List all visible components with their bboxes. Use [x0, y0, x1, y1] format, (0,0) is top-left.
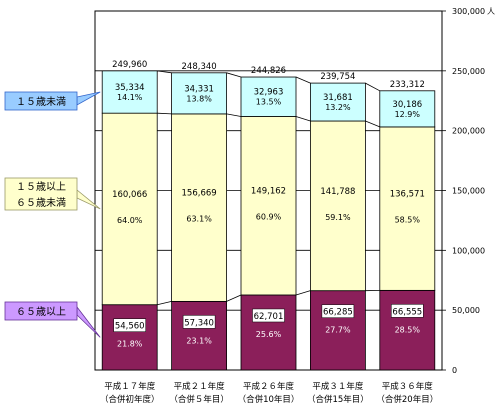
legend-callout-label: １５歳以上 [16, 181, 66, 193]
bar-segment [309, 120, 366, 292]
x-tick-sublabel: （合併５年目） [169, 394, 229, 405]
total-label: 248,340 [182, 62, 217, 72]
total-label: 244,826 [251, 66, 286, 76]
connector-line [226, 113, 242, 117]
y-tick-label: 300,000 [452, 7, 485, 16]
value-label-box [321, 304, 355, 318]
x-tick-sublabel: （合併初年度） [100, 394, 160, 405]
value-label: 149,162 [251, 187, 286, 197]
x-tick-sublabel: （合併15年目） [307, 394, 369, 405]
x-tick-label: 平成１７年度 [104, 381, 156, 392]
y-tick-label: 250,000 [452, 67, 485, 76]
legend-callout-label: ６５歳以上 [16, 306, 66, 318]
value-label: 66,285 [323, 308, 353, 318]
connector-line [295, 76, 311, 84]
legend-callout-box [4, 91, 78, 111]
legend-callouts: １５歳未満 １５歳以上 ６５歳未満 ６５歳以上 [4, 91, 101, 338]
percent-label: 23.1% [186, 336, 212, 345]
y-axis: 0 50,000 100,000 150,000 200,000 250,000 300,0… [442, 7, 495, 375]
percent-label: 12.9% [395, 110, 421, 119]
x-tick-label: 平成３１年度 [312, 381, 364, 392]
percent-label: 14.1% [117, 93, 143, 102]
bar-segment [309, 82, 366, 122]
bar-segment [101, 70, 158, 114]
legend-callout-box [4, 177, 78, 211]
value-label: 34,331 [184, 84, 214, 94]
value-label: 30,186 [392, 100, 422, 110]
connector-line [295, 290, 311, 296]
bar-segment [240, 294, 297, 371]
connector-line [157, 112, 172, 115]
connector-line [226, 294, 242, 302]
value-label-box [182, 315, 216, 329]
value-label: 141,788 [320, 187, 355, 197]
bar-segment [379, 126, 436, 291]
value-label: 57,340 [184, 318, 214, 328]
connector-line [226, 72, 242, 78]
percent-label: 13.2% [325, 103, 351, 112]
connector-line [295, 116, 311, 122]
total-label: 249,960 [112, 60, 147, 70]
bar-segment [171, 72, 228, 115]
value-label: 66,555 [392, 307, 422, 317]
y-tick-label: 50,000 [452, 306, 480, 315]
bar-segment [379, 90, 436, 128]
x-tick-sublabel: （合併10年目） [238, 394, 300, 405]
connector-line [365, 82, 380, 92]
x-tick-label: 平成３６年度 [382, 381, 434, 392]
bar-segment [309, 290, 366, 371]
percent-label: 64.0% [117, 216, 143, 225]
percent-label: 59.1% [325, 213, 351, 222]
connector-line [157, 300, 172, 306]
percent-label: 60.9% [256, 213, 282, 222]
legend-callout-label: ６５歳未満 [16, 197, 66, 209]
value-label: 156,669 [182, 189, 217, 199]
value-label: 62,701 [254, 312, 284, 322]
value-label: 54,560 [115, 322, 145, 332]
bar-segment [171, 113, 228, 302]
value-label-box [252, 308, 285, 323]
y-unit-label: 人 [487, 7, 495, 16]
connector-line [157, 70, 172, 74]
value-label-box [391, 304, 424, 318]
value-label: 32,963 [254, 88, 284, 98]
x-axis: 平成１７年度 （合併初年度） 平成２１年度 （合併５年目） 平成２６年度 （合併10年目）… [100, 381, 438, 405]
value-label: 136,571 [390, 190, 425, 200]
x-tick-label: 平成２６年度 [243, 381, 295, 392]
percent-label: 58.5% [395, 216, 421, 225]
percent-label: 28.5% [395, 325, 421, 334]
bar-segment [101, 304, 158, 371]
value-label-box [113, 318, 146, 332]
legend-callout-label: １５歳未満 [16, 96, 66, 108]
y-tick-label: 100,000 [452, 246, 485, 255]
percent-label: 27.7% [325, 326, 351, 335]
y-tick-label: 0 [452, 366, 457, 375]
x-tick-sublabel: （合併20年目） [376, 394, 438, 405]
connector-line [365, 120, 380, 128]
legend-callout-box [4, 301, 78, 321]
x-tick-label: 平成２１年度 [174, 381, 226, 392]
bars [101, 70, 436, 371]
total-label: 233,312 [390, 80, 425, 90]
percent-label: 13.5% [256, 98, 282, 107]
y-tick-label: 150,000 [452, 187, 485, 196]
bar-segment [379, 289, 436, 371]
connector-lines [157, 70, 380, 306]
y-tick-label: 200,000 [452, 127, 485, 136]
percent-label: 13.8% [186, 94, 212, 103]
bar-segment [101, 112, 158, 306]
value-label: 160,066 [112, 190, 147, 200]
percent-label: 21.8% [117, 340, 143, 349]
bar-segment [240, 116, 297, 296]
total-label: 239,754 [320, 72, 355, 82]
percent-label: 63.1% [186, 215, 212, 224]
bar-segment [240, 76, 297, 117]
value-label: 35,334 [115, 83, 145, 93]
percent-label: 25.6% [256, 330, 282, 339]
value-label: 31,681 [323, 93, 353, 103]
